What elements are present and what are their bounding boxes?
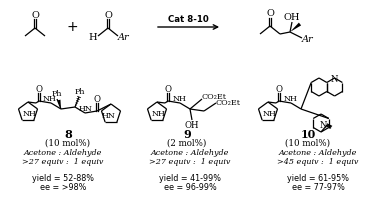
Text: Ar: Ar xyxy=(302,35,314,45)
Text: NH: NH xyxy=(43,95,57,103)
Text: (10 mol%): (10 mol%) xyxy=(45,138,91,147)
Text: HN: HN xyxy=(79,105,93,113)
Text: CO₂Et: CO₂Et xyxy=(216,99,241,107)
Text: O: O xyxy=(164,85,172,93)
Text: O: O xyxy=(36,85,42,93)
Text: CO₂Et: CO₂Et xyxy=(202,93,227,101)
Text: Ph: Ph xyxy=(75,88,85,96)
Text: O: O xyxy=(266,10,274,19)
Text: >27 equiv :  1 equiv: >27 equiv : 1 equiv xyxy=(22,157,104,165)
Text: (10 mol%): (10 mol%) xyxy=(285,138,330,147)
Text: ee = 77-97%: ee = 77-97% xyxy=(291,182,345,192)
Text: 8: 8 xyxy=(64,130,72,140)
Text: NH: NH xyxy=(263,110,277,118)
Text: ee = 96-99%: ee = 96-99% xyxy=(164,182,216,192)
Text: ee = >98%: ee = >98% xyxy=(40,182,86,192)
Text: OH: OH xyxy=(284,14,300,23)
Text: O: O xyxy=(276,85,282,93)
Text: O: O xyxy=(104,10,112,19)
Text: 9: 9 xyxy=(183,130,191,140)
Text: HN: HN xyxy=(102,112,116,120)
Text: yield = 52-88%: yield = 52-88% xyxy=(32,174,94,183)
Text: (2 mol%): (2 mol%) xyxy=(167,138,207,147)
Text: 10: 10 xyxy=(301,130,316,140)
Text: Acetone : Aldehyde: Acetone : Aldehyde xyxy=(24,149,102,157)
Text: OH: OH xyxy=(185,120,199,130)
Text: Acetone : Aldehyde: Acetone : Aldehyde xyxy=(279,149,357,157)
Polygon shape xyxy=(290,23,301,32)
Text: O: O xyxy=(31,10,39,19)
Text: NH: NH xyxy=(152,110,166,118)
Text: Acetone : Aldehyde: Acetone : Aldehyde xyxy=(151,149,229,157)
Text: >45 equiv :  1 equiv: >45 equiv : 1 equiv xyxy=(277,157,359,165)
Text: N: N xyxy=(331,74,338,83)
Text: H: H xyxy=(89,33,97,43)
Text: NH: NH xyxy=(173,95,187,103)
Text: yield = 61-95%: yield = 61-95% xyxy=(287,174,349,183)
Text: Ph: Ph xyxy=(52,90,62,98)
Text: O: O xyxy=(94,95,100,103)
Text: Ar: Ar xyxy=(118,33,130,43)
Text: NH: NH xyxy=(23,110,37,118)
Text: >27 equiv :  1 equiv: >27 equiv : 1 equiv xyxy=(149,157,231,165)
Text: Cat 8-10: Cat 8-10 xyxy=(168,16,208,25)
Text: NH: NH xyxy=(284,95,298,103)
Text: yield = 41-99%: yield = 41-99% xyxy=(159,174,221,183)
Text: N: N xyxy=(319,120,327,130)
Text: +: + xyxy=(66,20,78,34)
Polygon shape xyxy=(58,100,61,109)
